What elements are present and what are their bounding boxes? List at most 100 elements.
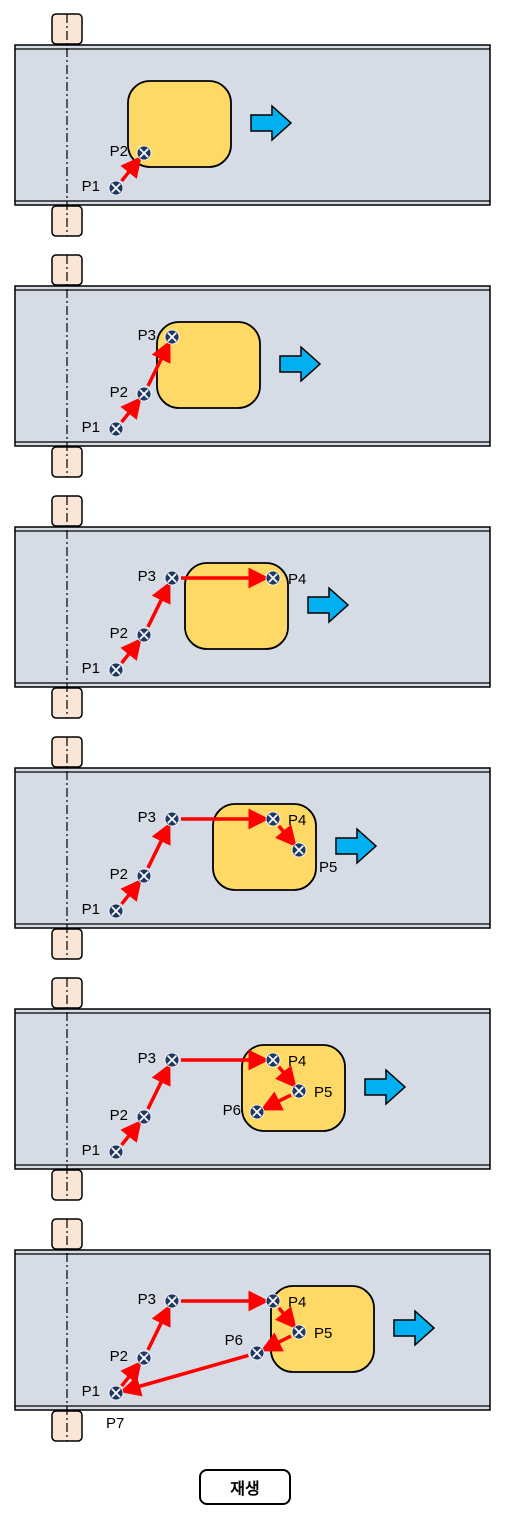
crossed-circle-icon (108, 662, 124, 678)
crossed-circle-icon (265, 1293, 281, 1309)
point-label: P4 (288, 812, 306, 829)
point-label: P1 (82, 901, 100, 918)
path-arrow (120, 1119, 142, 1147)
point-label: P5 (314, 1084, 332, 1101)
point-label: P4 (288, 1053, 306, 1070)
path-arrow (146, 822, 171, 869)
point-cross-b (167, 332, 177, 342)
point-label: P2 (110, 625, 128, 642)
point-label: P1 (82, 660, 100, 677)
point-cross-b (167, 1055, 177, 1065)
crossed-circle-icon (265, 1052, 281, 1068)
path-arrow (275, 1065, 297, 1089)
point-cross-b (111, 1147, 121, 1157)
right-arrow-icon (393, 1309, 436, 1347)
point-cross-b (252, 1107, 262, 1117)
point-label: P2 (110, 1348, 128, 1365)
right-arrow-icon (250, 104, 293, 142)
step-panel: P1 P2 P3 P4 P5 P6 P7 (14, 1218, 491, 1442)
crossed-circle-icon (249, 1345, 265, 1361)
point-cross-b (111, 906, 121, 916)
point-label: P2 (110, 866, 128, 883)
path-arrow (275, 824, 297, 848)
point-label: P4 (288, 1294, 306, 1311)
path-arrow (146, 581, 171, 628)
step-panel: P1 P2 P3 (14, 254, 491, 478)
crossed-circle-icon (136, 145, 152, 161)
point-label: P3 (138, 1050, 156, 1067)
point-label: P1 (82, 1383, 100, 1400)
point-cross-b (167, 814, 177, 824)
point-label: P2 (110, 143, 128, 160)
path-arrow (146, 340, 171, 387)
point-cross-b (139, 148, 149, 158)
path-arrow (120, 155, 142, 183)
play-button[interactable]: 재생 (199, 1469, 291, 1505)
step-panel: P1 P2 P3 P4 P5 (14, 736, 491, 960)
point-label: P1 (82, 1142, 100, 1159)
crossed-circle-icon (136, 1109, 152, 1125)
point-label: P2 (110, 384, 128, 401)
point-cross-b (139, 1112, 149, 1122)
point-cross-b (268, 814, 278, 824)
point-cross-b (139, 630, 149, 640)
point-label: P2 (110, 1107, 128, 1124)
point-label-p7: P7 (106, 1415, 124, 1432)
point-cross-b (167, 573, 177, 583)
step-panel: P1 P2 P3 P4 P5 P6 (14, 977, 491, 1201)
point-label: P5 (319, 859, 337, 876)
conveyor-sequence-diagram: P1 P2 P1 P2 P3 P1 P2 P3 P4 P1 P2 P3 P4 P5 P1 P2 P3 P4 P5 P6… (14, 13, 491, 1442)
point-cross-b (139, 1353, 149, 1363)
right-arrow-icon (307, 586, 350, 624)
point-label: P1 (82, 419, 100, 436)
path-arrow (120, 396, 142, 424)
workpiece (127, 80, 232, 168)
point-cross-b (268, 573, 278, 583)
crossed-circle-icon (265, 570, 281, 586)
crossed-circle-icon (136, 386, 152, 402)
crossed-circle-icon (108, 1385, 124, 1401)
point-label: P6 (225, 1332, 243, 1349)
crossed-circle-icon (164, 1293, 180, 1309)
point-cross-b (294, 1327, 304, 1337)
point-cross-b (111, 183, 121, 193)
path-arrow (260, 1332, 292, 1352)
right-arrow-icon (335, 827, 378, 865)
step-panel: P1 P2 P3 P4 (14, 495, 491, 719)
path-arrow (260, 1091, 292, 1111)
path-arrow (120, 637, 142, 665)
point-cross-b (252, 1348, 262, 1358)
point-cross-b (294, 845, 304, 855)
crossed-circle-icon (249, 1104, 265, 1120)
path-arrow (275, 1306, 297, 1330)
crossed-circle-icon (164, 1052, 180, 1068)
workpiece (270, 1285, 375, 1373)
crossed-circle-icon (291, 1083, 307, 1099)
point-cross-b (111, 1388, 121, 1398)
point-label: P4 (288, 571, 306, 588)
path-arrow (120, 878, 142, 906)
step-panel: P1 P2 (14, 13, 491, 237)
crossed-circle-icon (108, 421, 124, 437)
path-arrow (146, 1304, 171, 1351)
point-cross-b (139, 871, 149, 881)
crossed-circle-icon (291, 842, 307, 858)
point-cross-b (111, 424, 121, 434)
right-arrow-icon (279, 345, 322, 383)
point-cross-b (294, 1086, 304, 1096)
crossed-circle-icon (108, 1144, 124, 1160)
crossed-circle-icon (136, 1350, 152, 1366)
point-label: P6 (223, 1102, 241, 1119)
crossed-circle-icon (136, 868, 152, 884)
point-cross-b (268, 1296, 278, 1306)
point-cross-b (167, 1296, 177, 1306)
crossed-circle-icon (291, 1324, 307, 1340)
crossed-circle-icon (164, 329, 180, 345)
point-label: P3 (138, 1291, 156, 1308)
conveyor-belt (14, 44, 491, 206)
crossed-circle-icon (108, 903, 124, 919)
point-label: P3 (138, 809, 156, 826)
right-arrow-icon (364, 1068, 407, 1106)
crossed-circle-icon (265, 811, 281, 827)
path-arrow (146, 1063, 171, 1110)
